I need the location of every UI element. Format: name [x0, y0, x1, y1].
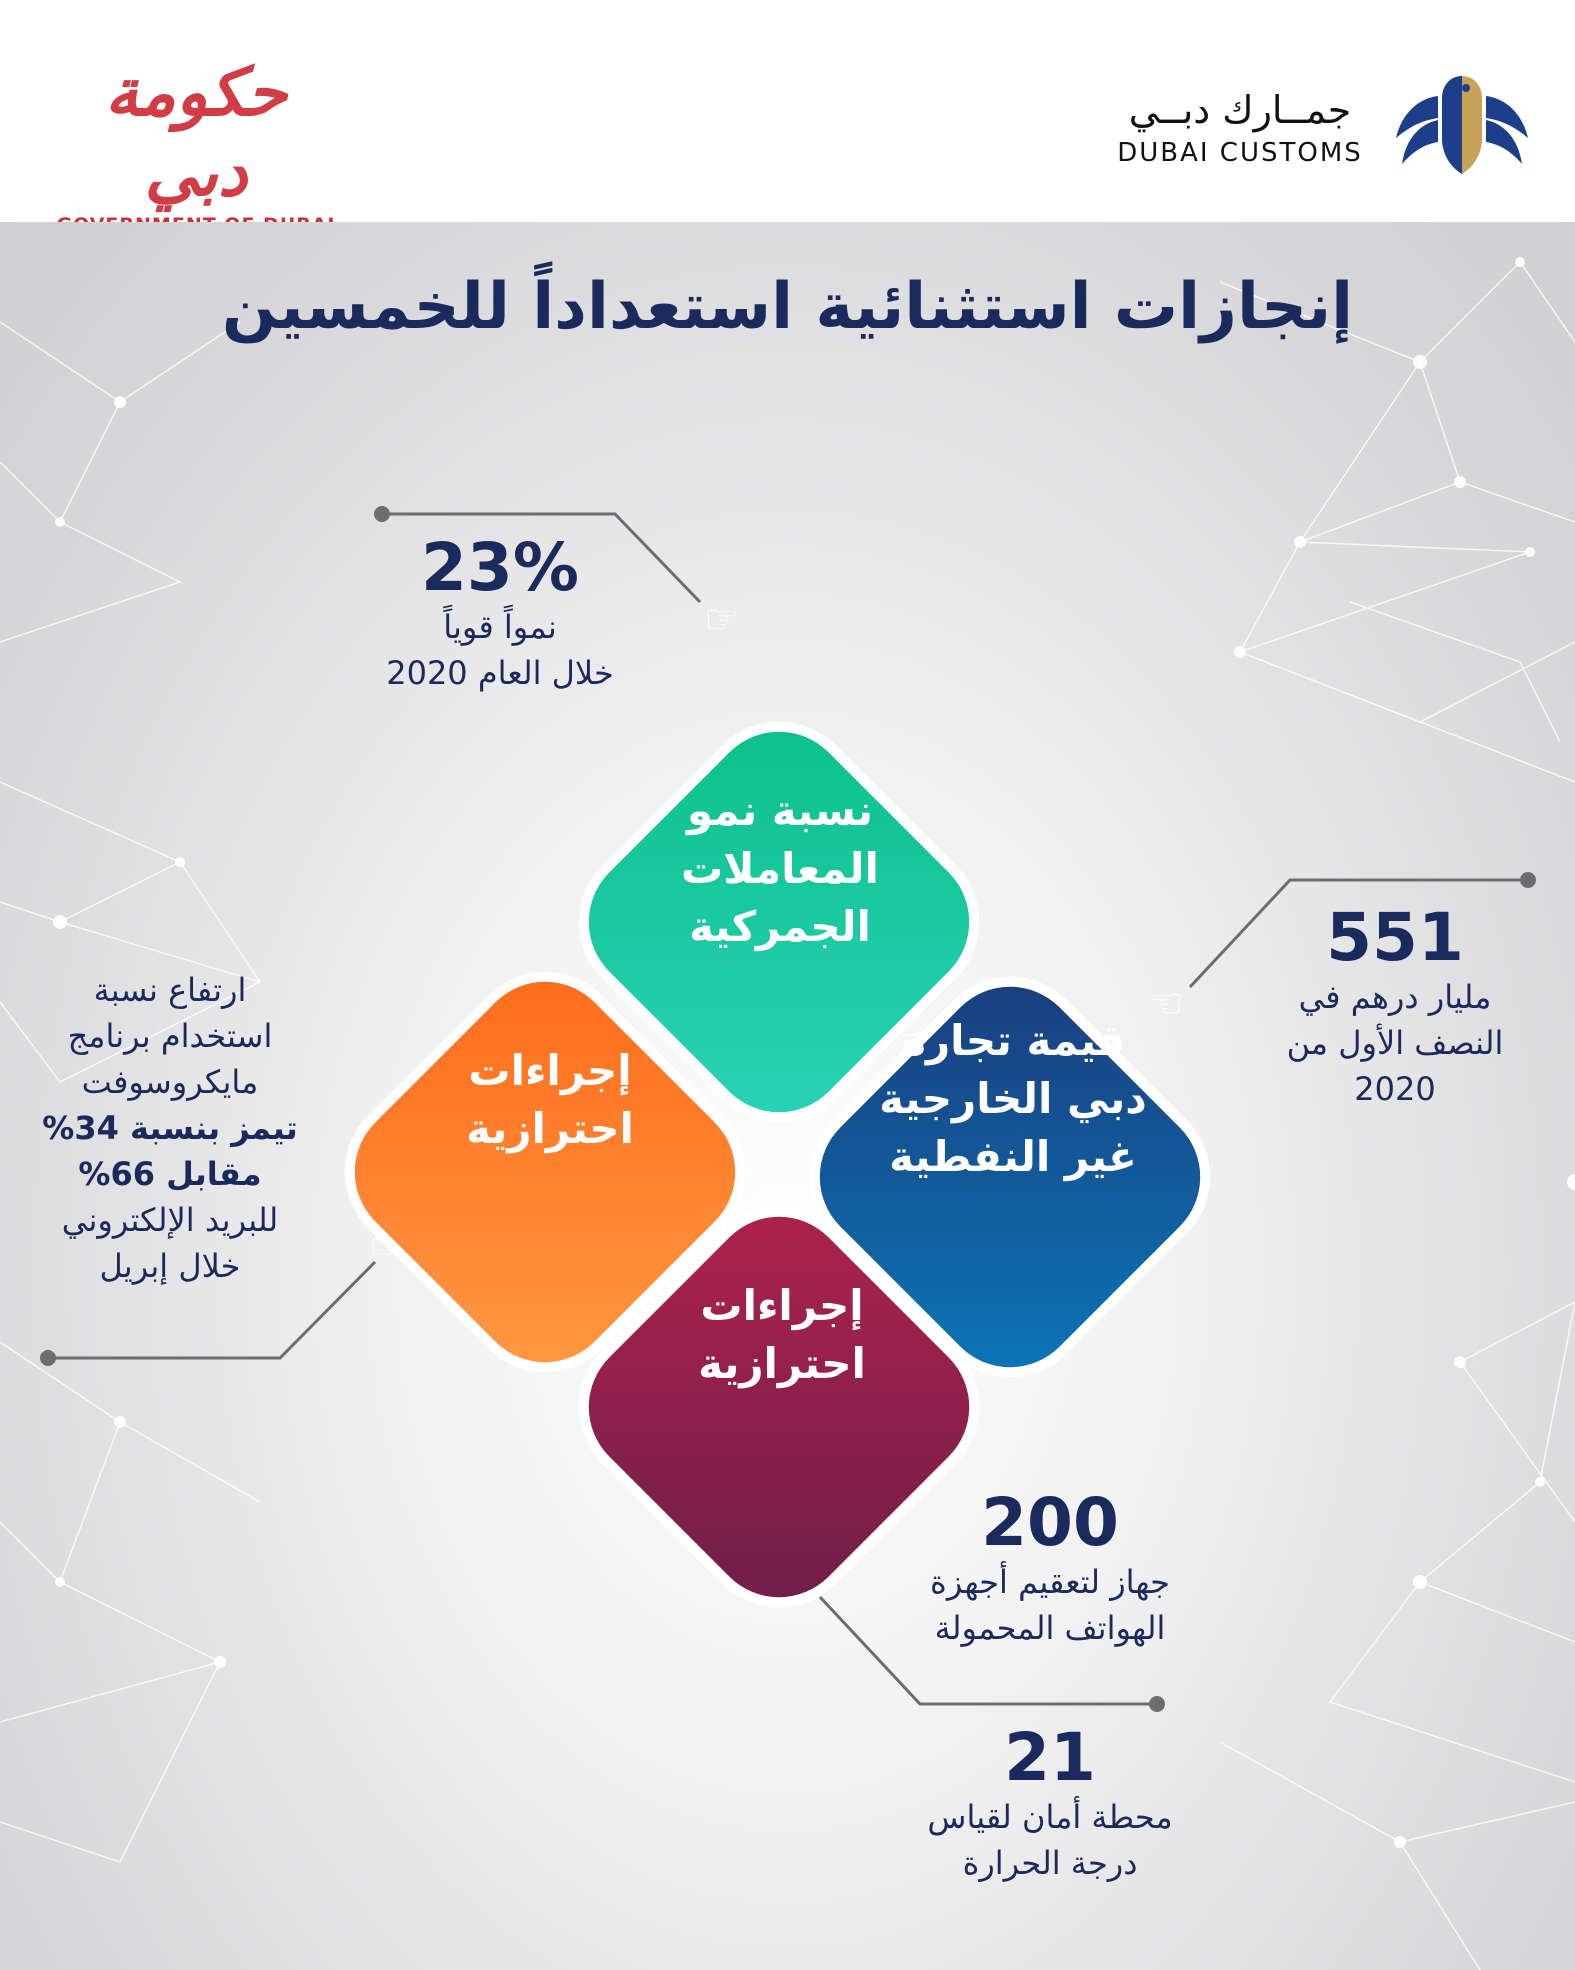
stat-devices-line2: الهواتف المحمولة [934, 1609, 1166, 1647]
stat-teams-line4: تيمز بنسبة 34% [42, 1109, 298, 1147]
customs-logo-english: DUBAI CUSTOMS [1117, 138, 1363, 168]
stat-teams-line6: للبريد الإلكتروني [61, 1201, 279, 1239]
stat-teams-line1: ارتفاع نسبة [93, 971, 247, 1009]
stat-teams-line7: خلال إبريل [99, 1247, 241, 1285]
stat-growth-line1: نمواً قوياً [443, 608, 557, 646]
network-background [0, 257, 1575, 1970]
infographic-panel: إنجازات استثنائية استعداداً للخمسين ☞ ☜ … [0, 222, 1575, 1970]
stat-trade-line3: 2020 [1354, 1070, 1436, 1108]
stat-devices: 200 جهاز لتعقيم أجهزة الهواتف المحمولة [880, 1487, 1220, 1651]
stat-teams: ارتفاع نسبة استخدام برنامج مايكروسوفت تي… [20, 967, 320, 1289]
page-title: إنجازات استثنائية استعداداً للخمسين [221, 270, 1354, 344]
falcon-emblem-icon [1396, 76, 1528, 174]
pointing-hand-icon: ☜ [1148, 981, 1184, 1027]
stat-trade-value: 551 [1326, 899, 1464, 976]
customs-logo-arabic: جمــارك دبــي [1128, 88, 1352, 132]
pointing-hand-icon: ☞ [704, 597, 740, 643]
stat-teams-line3: مايكروسوفت [81, 1063, 259, 1101]
gov-logo-arabic: حكومة دبي [104, 53, 288, 211]
stat-stations-line1: محطة أمان لقياس [927, 1798, 1173, 1836]
diamond-orange-label: إجراءات احترازية [466, 1046, 634, 1153]
dubai-customs-logo: جمــارك دبــي DUBAI CUSTOMS [1105, 68, 1535, 178]
stat-stations-value: 21 [1004, 1719, 1096, 1796]
government-of-dubai-logo: حكومة دبي GOVERNMENT OF DUBAI [46, 52, 346, 236]
stat-trade-line1: مليار درهم في [1298, 978, 1492, 1016]
stat-teams-line2: استخدام برنامج [67, 1017, 273, 1055]
stat-trade-line2: النصف الأول من [1286, 1024, 1504, 1062]
diamond-trade-label: قيمة تجارة دبي الخارجية غير النفطية [879, 1016, 1147, 1181]
stat-growth: 23% نمواً قوياً خلال العام 2020 [340, 532, 660, 696]
stat-stations-line2: درجة الحرارة [962, 1844, 1138, 1882]
stat-devices-value: 200 [981, 1484, 1119, 1561]
header: حكومة دبي GOVERNMENT OF DUBAI جمــارك دب… [0, 0, 1575, 236]
stat-growth-line2: خلال العام 2020 [386, 654, 614, 692]
diamond-growth-label: نسبة نمو المعاملات الجمركية [681, 786, 879, 951]
connector-lines [40, 506, 1536, 1712]
stat-teams-line5: مقابل 66% [78, 1155, 262, 1193]
stat-growth-value: 23% [421, 529, 579, 606]
stat-devices-line1: جهاز لتعقيم أجهزة [930, 1563, 1170, 1601]
stat-stations: 21 محطة أمان لقياس درجة الحرارة [880, 1722, 1220, 1886]
stat-trade: 551 مليار درهم في النصف الأول من 2020 [1240, 902, 1550, 1112]
diamond-red-label: إجراءات احترازية [698, 1281, 866, 1388]
